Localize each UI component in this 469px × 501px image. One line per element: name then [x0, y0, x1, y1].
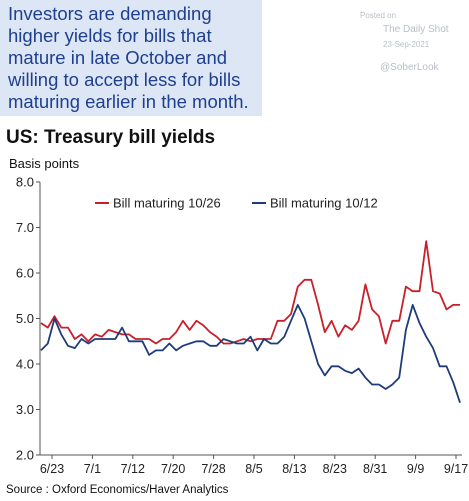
y-tick-label: 3.0: [16, 402, 34, 417]
x-tick-label: 8/31: [363, 462, 387, 476]
x-tick-label: 7/12: [121, 462, 145, 476]
watermark-outlet: The Daily Shot: [383, 24, 449, 35]
y-tick-label: 6.0: [16, 266, 34, 281]
callout-line: Investors are demanding: [8, 3, 212, 24]
callout-line: higher yields for bills that: [8, 25, 212, 46]
x-tick-label: 6/23: [40, 462, 64, 476]
x-tick-label: 7/1: [84, 462, 101, 476]
x-tick-label: 7/20: [161, 462, 185, 476]
y-tick-label: 7.0: [16, 220, 34, 235]
x-tick-label: 8/23: [323, 462, 347, 476]
series-line-1: [40, 240, 460, 345]
callout-line: maturing earlier in the month.: [8, 91, 249, 112]
x-tick-label: 9/9: [407, 462, 424, 476]
x-tick-label: 8/13: [282, 462, 306, 476]
y-tick-label: 5.0: [16, 311, 34, 326]
series-line-2: [40, 303, 461, 403]
x-tick-label: 7/28: [201, 462, 225, 476]
y-axis-label: Basis points: [9, 156, 80, 171]
watermark-posted: Posted on: [360, 11, 397, 20]
legend-label-2: Bill maturing 10/12: [270, 196, 378, 211]
watermark-handle: @SoberLook: [380, 62, 439, 73]
callout-box: Investors are demanding higher yields fo…: [0, 0, 262, 116]
y-tick-label: 4.0: [16, 357, 34, 372]
callout-text: Investors are demanding higher yields fo…: [8, 3, 260, 113]
x-tick-label: 9/17: [444, 462, 468, 476]
watermark-date: 23-Sep-2021: [383, 40, 430, 49]
y-tick-label: 8.0: [16, 175, 34, 190]
chart-title: US: Treasury bill yields: [6, 127, 216, 148]
callout-line: mature in late October and: [8, 47, 228, 68]
x-tick-label: 8/5: [245, 462, 262, 476]
legend-label-1: Bill maturing 10/26: [113, 196, 221, 211]
source-note: Source : Oxford Economics/Haver Analytic…: [6, 484, 229, 496]
callout-line: willing to accept less for bills: [8, 69, 241, 90]
y-tick-label: 2.0: [16, 448, 34, 463]
